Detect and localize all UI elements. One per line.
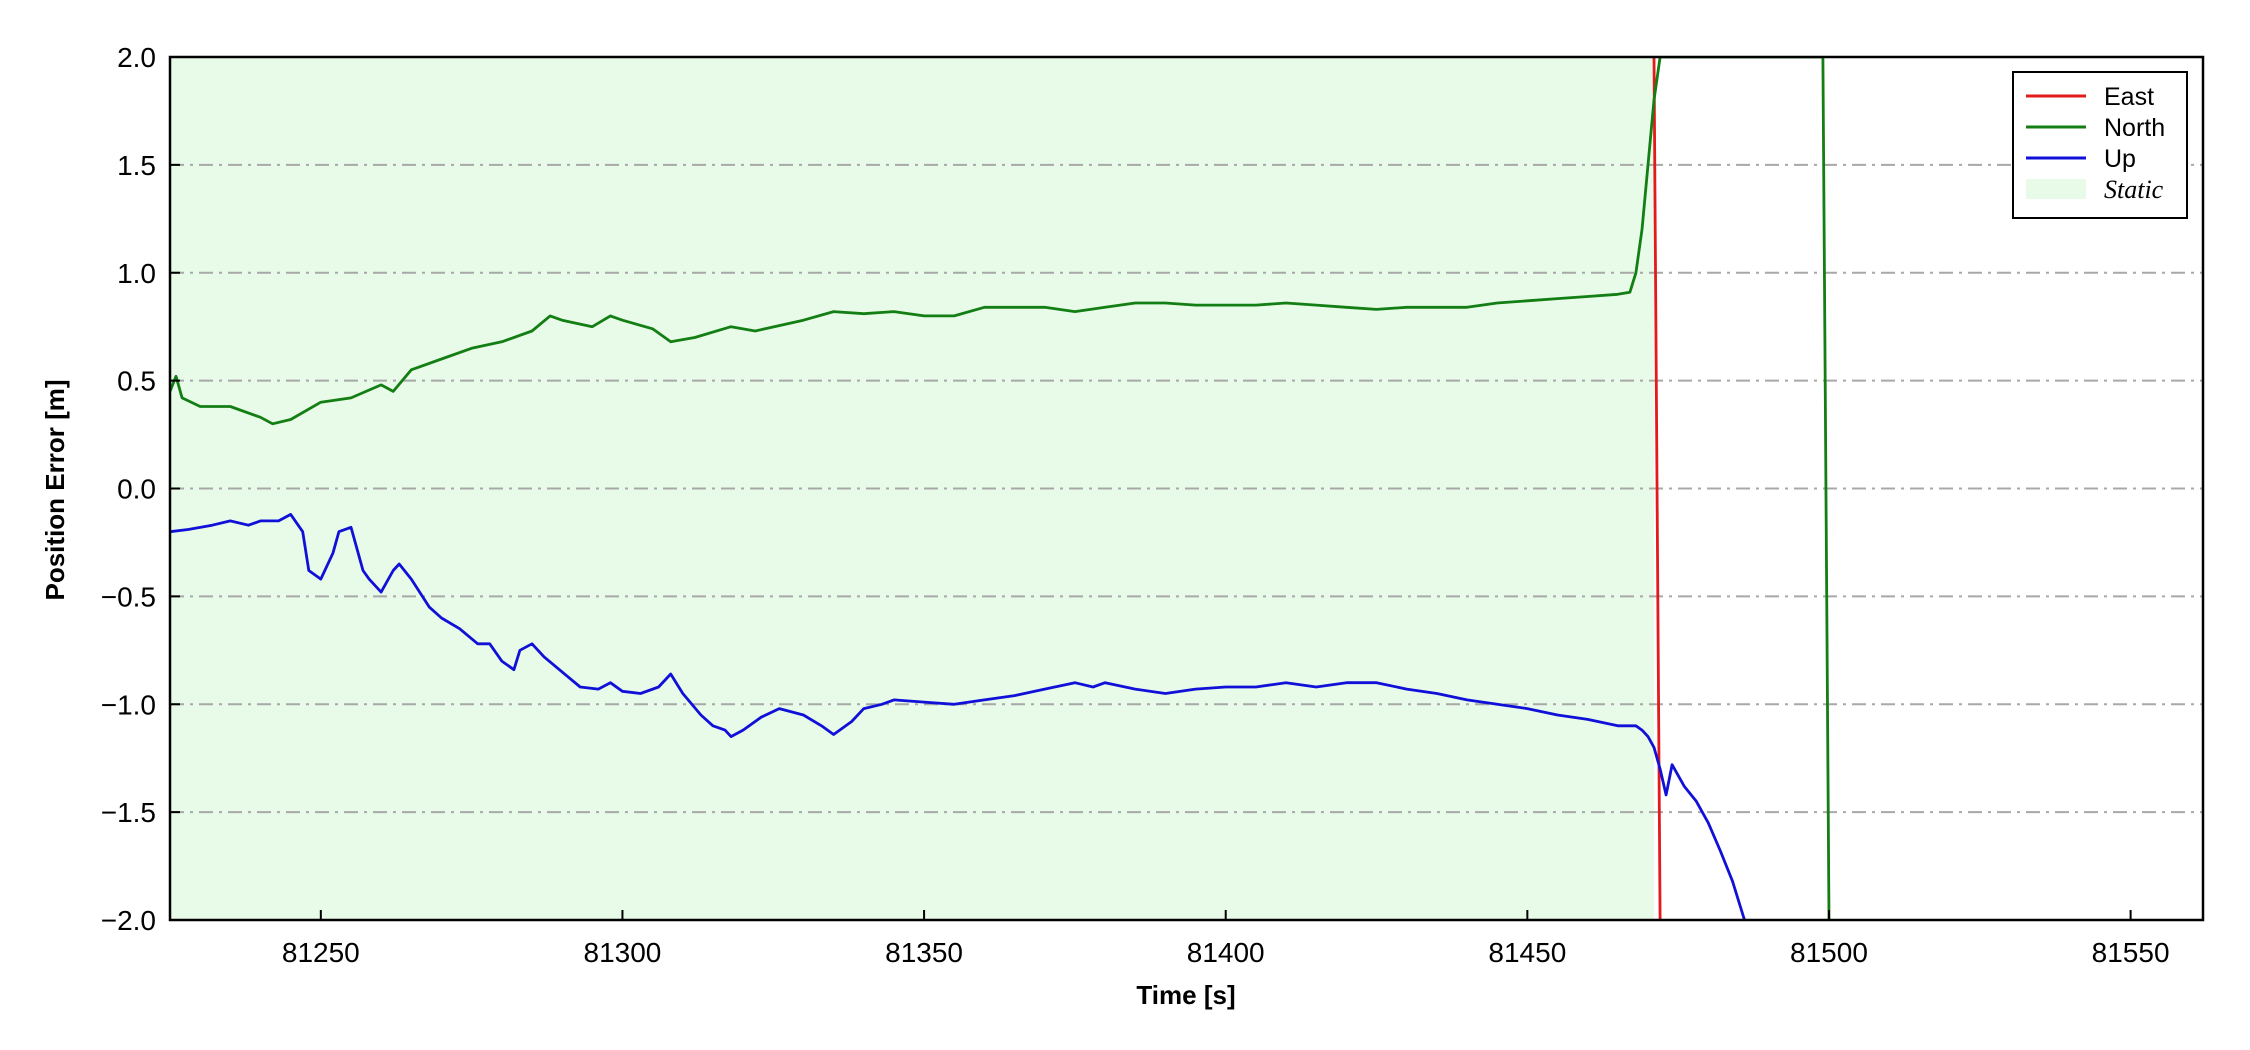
legend-label-east: East <box>2104 83 2154 111</box>
x-tick-label: 81500 <box>1790 937 1868 968</box>
series-line-east <box>1652 57 1662 920</box>
y-tick-label: −2.0 <box>101 905 156 936</box>
x-tick-label: 81400 <box>1187 937 1265 968</box>
y-tick-label: 0.5 <box>117 366 156 397</box>
series-layer <box>170 57 1831 920</box>
y-tick-label: −1.0 <box>101 689 156 720</box>
y-tick-label: −1.5 <box>101 797 156 828</box>
series-line-north <box>170 57 1831 920</box>
static-region <box>170 57 1655 920</box>
y-tick-label: −0.5 <box>101 581 156 612</box>
y-axis-ticks: −2.0 −1.5 −1.0 −0.5 0.0 0.5 1.0 1.5 2.0 <box>101 42 180 936</box>
x-tick-label: 81250 <box>282 937 360 968</box>
series-line-up <box>170 513 1746 920</box>
static-region-layer <box>170 57 1655 920</box>
y-axis-title: Position Error [m] <box>40 379 70 600</box>
x-axis-ticks: 81250 81300 81350 81400 81450 81500 81550 <box>282 910 2170 968</box>
legend-label-static: Static <box>2104 175 2164 204</box>
legend-label-up: Up <box>2104 145 2136 173</box>
y-tick-label: 2.0 <box>117 42 156 73</box>
legend-swatch-static <box>2026 179 2086 199</box>
y-tick-label: 1.0 <box>117 258 156 289</box>
x-tick-label: 81550 <box>2092 937 2170 968</box>
x-tick-label: 81300 <box>584 937 662 968</box>
grid-lines <box>170 163 2203 814</box>
y-tick-label: 0.0 <box>117 474 156 505</box>
x-tick-label: 81350 <box>885 937 963 968</box>
x-tick-label: 81450 <box>1488 937 1566 968</box>
x-axis-title: Time [s] <box>1136 980 1235 1010</box>
legend-label-north: North <box>2104 114 2165 142</box>
y-tick-label: 1.5 <box>117 150 156 181</box>
